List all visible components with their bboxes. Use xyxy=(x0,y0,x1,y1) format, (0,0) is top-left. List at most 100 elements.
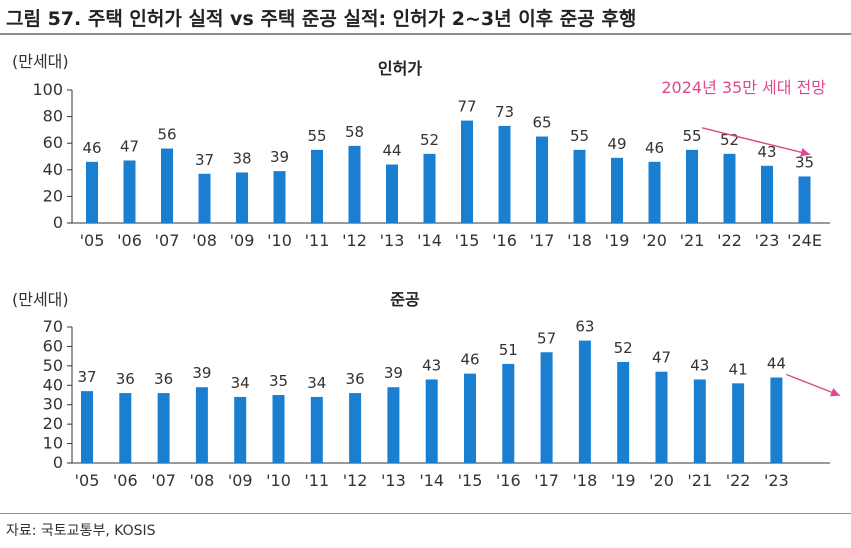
x-tick-label: '13 xyxy=(380,231,405,250)
data-label: 34 xyxy=(307,374,326,392)
bar xyxy=(161,148,173,223)
x-tick-label: '20 xyxy=(642,231,667,250)
x-tick-label: '19 xyxy=(605,231,630,250)
bar xyxy=(119,393,132,463)
x-tick-label: '15 xyxy=(455,231,480,250)
permits-bar-chart: (만세대) 인허가 0 20 40 60 80 100 46 '05 47 '06 56 '07 37 '08… xyxy=(12,52,830,250)
x-tick-label: '18 xyxy=(567,231,592,250)
x-tick-label: '10 xyxy=(267,231,292,250)
y-tick-label: 20 xyxy=(43,186,63,205)
figure-source: 자료: 국토교통부, KOSIS xyxy=(6,523,156,539)
x-tick-label: '07 xyxy=(155,231,180,250)
data-label: 52 xyxy=(614,339,633,357)
bar xyxy=(464,373,476,463)
x-tick-label: '12 xyxy=(342,231,367,250)
bar xyxy=(578,340,591,463)
bar xyxy=(798,176,811,223)
bar xyxy=(86,161,98,223)
x-tick-label: '09 xyxy=(228,471,253,490)
x-tick-label: '23 xyxy=(764,471,789,490)
data-label: 41 xyxy=(729,360,748,378)
data-label: 56 xyxy=(157,126,176,144)
data-label: 46 xyxy=(460,351,479,369)
y-axis-unit-label: (만세대) xyxy=(12,290,69,309)
data-label: 57 xyxy=(537,329,556,347)
trend-arrow-head xyxy=(800,147,810,157)
bottom-rule xyxy=(0,513,851,514)
x-tick-label: '05 xyxy=(80,231,105,250)
data-label: 37 xyxy=(77,368,96,386)
data-label: 73 xyxy=(495,103,514,121)
bar xyxy=(311,149,323,223)
bar xyxy=(349,393,362,463)
x-tick-label: '17 xyxy=(530,231,555,250)
data-label: 51 xyxy=(499,341,518,359)
y-tick-label: 40 xyxy=(43,160,63,179)
trend-arrow-line xyxy=(786,373,841,397)
bar xyxy=(273,171,286,223)
y-tick-label: 0 xyxy=(53,213,63,232)
y-tick-label: 10 xyxy=(43,434,63,453)
bar xyxy=(540,352,553,463)
bar xyxy=(770,377,783,463)
data-label: 36 xyxy=(346,370,365,388)
bar xyxy=(461,120,473,223)
chart-title: 준공 xyxy=(390,290,420,309)
y-axis-unit-label: (만세대) xyxy=(12,52,69,71)
y-tick-label: 20 xyxy=(43,414,63,433)
bar xyxy=(498,125,511,223)
data-label: 36 xyxy=(116,370,135,388)
x-tick-label: '08 xyxy=(190,471,215,490)
bar xyxy=(536,136,548,223)
x-tick-label: '05 xyxy=(75,471,100,490)
data-label: 47 xyxy=(120,137,139,155)
data-label: 39 xyxy=(270,148,289,166)
figure-title: 그림 57. 주택 인허가 실적 vs 주택 준공 실적: 인허가 2~3년 이… xyxy=(6,8,637,30)
bar xyxy=(386,164,398,223)
bar xyxy=(693,379,706,463)
data-label: 44 xyxy=(767,355,786,373)
data-label: 39 xyxy=(384,364,403,382)
bar xyxy=(195,387,208,463)
data-label: 39 xyxy=(192,364,211,382)
x-tick-label: '16 xyxy=(496,471,521,490)
forecast-annotation: 2024년 35만 세대 전망 xyxy=(661,78,826,97)
bar xyxy=(611,157,623,223)
x-tick-label: '22 xyxy=(726,471,751,490)
data-label: 55 xyxy=(682,127,701,145)
bar xyxy=(236,172,248,223)
data-label: 49 xyxy=(607,135,626,153)
trend-arrow-line xyxy=(701,127,811,156)
x-tick-label: '12 xyxy=(343,471,368,490)
bar xyxy=(81,391,93,463)
data-label: 77 xyxy=(457,98,476,116)
x-tick-label: '11 xyxy=(305,231,330,250)
bar xyxy=(234,396,247,463)
x-tick-label: '11 xyxy=(304,471,329,490)
bar xyxy=(502,363,515,463)
x-tick-label: '20 xyxy=(649,471,674,490)
x-tick-label: '24E xyxy=(787,231,822,250)
bar xyxy=(686,149,698,223)
y-tick-label: 70 xyxy=(43,317,63,336)
y-tick-label: 60 xyxy=(43,336,63,355)
data-label: 37 xyxy=(195,151,214,169)
x-tick-label: '16 xyxy=(492,231,517,250)
bar xyxy=(425,379,438,463)
x-tick-label: '09 xyxy=(230,231,255,250)
y-tick-label: 50 xyxy=(43,356,63,375)
data-label: 47 xyxy=(652,349,671,367)
bar xyxy=(310,396,323,463)
trend-arrow-head xyxy=(829,388,840,397)
data-label: 43 xyxy=(757,143,776,161)
y-tick-label: 60 xyxy=(43,133,63,152)
x-tick-label: '13 xyxy=(381,471,406,490)
bar xyxy=(348,145,361,223)
data-label: 35 xyxy=(795,153,814,171)
x-tick-label: '14 xyxy=(417,231,442,250)
bar xyxy=(272,395,285,463)
bar xyxy=(655,371,668,463)
y-tick-label: 0 xyxy=(53,453,63,472)
